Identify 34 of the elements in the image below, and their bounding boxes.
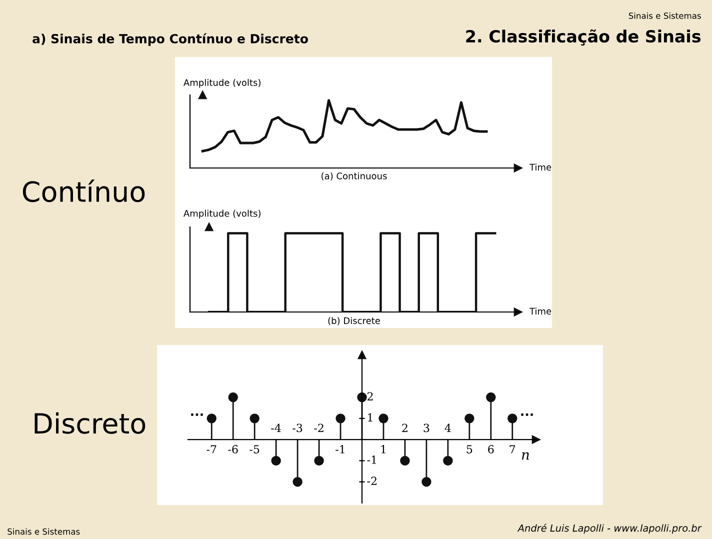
x-axis-title: Time [529,308,552,315]
x-tick-label: -4 [271,424,281,432]
text: Contínuo [22,180,145,202]
y-axis-title: Amplitude (volts) [184,78,260,88]
annotation: ... [521,413,533,416]
y-tick-label: -2 [367,476,376,485]
x-tick-label: -6 [228,445,238,454]
x-tick-label: 2 [402,424,408,432]
annotation: ... [191,413,203,416]
text: (a) Continuous [322,172,387,180]
x-axis-title: n [522,452,529,460]
y-axis-title: Amplitude (volts) [184,210,260,218]
x-tick-label: -1 [336,445,344,454]
y-tick-label: -1 [367,456,376,464]
x-tick-label: -7 [206,445,216,454]
x-tick-label: 4 [444,424,451,432]
x-tick-label: 3 [424,424,430,432]
x-tick-label: -2 [314,424,324,432]
text: (b) Discrete [328,317,380,326]
x-tick-label: 5 [466,445,472,454]
text: 2. Classificação de Sinais [466,29,701,46]
text: a) Sinais de Tempo Contínuo e Discreto [32,33,308,46]
x-tick-label: 1 [381,445,386,454]
text: André Luis Lapolli - www.lapolli.pro.br [517,524,702,534]
x-axis-title: Time [529,164,552,171]
text: Sinais e Sistemas [8,528,80,535]
text: Discreto [34,412,146,434]
x-tick-label: 6 [488,445,494,454]
y-tick-label: 1 [368,413,372,422]
x-tick-label: 7 [510,445,516,454]
x-tick-label: -3 [292,424,302,432]
x-tick-label: -5 [250,445,260,454]
text: Sinais e Sistemas [628,12,701,19]
y-tick-label: 2 [367,392,373,400]
